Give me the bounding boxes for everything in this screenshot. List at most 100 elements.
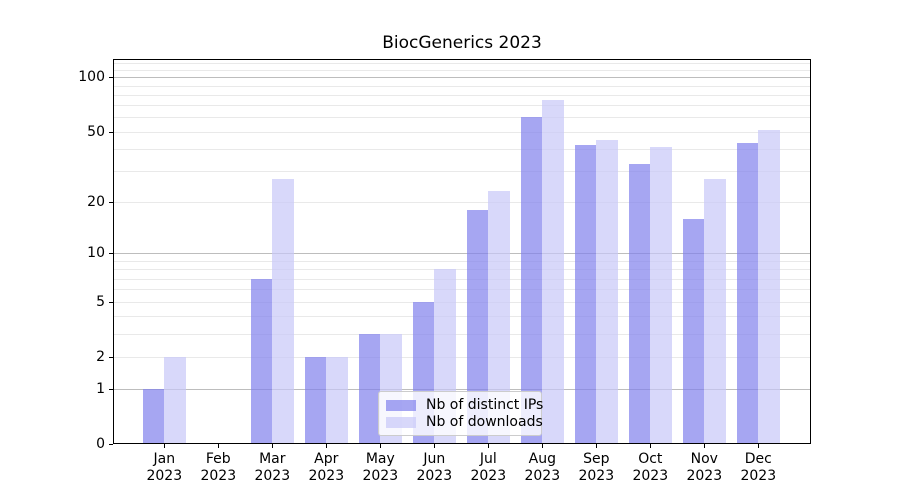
top-spine bbox=[113, 59, 811, 60]
x-tick-mark bbox=[380, 444, 382, 448]
x-tick-month: Sep bbox=[583, 451, 610, 467]
x-tick-month: Oct bbox=[638, 451, 663, 467]
bar-apr-downloads bbox=[326, 356, 348, 444]
legend-swatch-distinct-ips bbox=[386, 400, 416, 411]
bar-oct-downloads bbox=[650, 146, 672, 444]
bar-jan-distinct-ips bbox=[142, 388, 165, 444]
y-gridline-minor bbox=[113, 202, 811, 203]
y-gridline-minor bbox=[113, 316, 811, 318]
x-tick-year: 2023 bbox=[416, 468, 453, 484]
x-tick-year: 2023 bbox=[362, 468, 399, 484]
bar-sep-distinct-ips bbox=[574, 145, 597, 444]
x-tick-mark bbox=[164, 444, 166, 448]
y-tick-label: 1 bbox=[96, 380, 105, 397]
x-tick-mark bbox=[434, 444, 436, 448]
x-tick-month: Feb bbox=[205, 451, 231, 467]
x-tick-year: 2023 bbox=[686, 468, 723, 484]
bar-apr-distinct-ips bbox=[304, 356, 327, 444]
x-tick-month: Apr bbox=[314, 451, 339, 467]
x-tick-mark bbox=[596, 444, 598, 448]
x-tick-year: 2023 bbox=[308, 468, 345, 484]
y-gridline-minor bbox=[113, 94, 811, 96]
x-tick-mark bbox=[218, 444, 220, 448]
x-tick-month: Mar bbox=[259, 451, 286, 467]
y-tick-mark bbox=[109, 301, 113, 303]
right-spine bbox=[810, 59, 811, 444]
x-tick-mark bbox=[326, 444, 328, 448]
x-tick-label: Jun 2023 bbox=[405, 451, 463, 485]
x-tick-year: 2023 bbox=[146, 468, 183, 484]
y-gridline-major bbox=[113, 253, 811, 255]
legend-label-downloads: Nb of downloads bbox=[426, 414, 543, 430]
y-tick-mark bbox=[109, 77, 113, 79]
y-gridline-major bbox=[113, 388, 811, 390]
bar-jul-distinct-ips bbox=[466, 210, 489, 444]
x-tick-month: Jan bbox=[153, 451, 176, 467]
x-tick-year: 2023 bbox=[200, 468, 237, 484]
x-tick-label: Jul 2023 bbox=[459, 451, 517, 485]
bar-nov-downloads bbox=[704, 179, 726, 444]
legend-item-downloads: Nb of downloads bbox=[386, 414, 543, 431]
bar-mar-downloads bbox=[272, 179, 294, 444]
bar-may-distinct-ips bbox=[358, 333, 381, 444]
y-tick-mark bbox=[109, 444, 113, 445]
x-tick-mark bbox=[758, 444, 760, 448]
y-gridline-minor bbox=[113, 148, 811, 150]
bottom-spine bbox=[113, 443, 811, 444]
y-gridline-minor bbox=[113, 69, 811, 71]
gridlines-layer bbox=[113, 59, 811, 444]
chart-title: BiocGenerics 2023 bbox=[382, 33, 542, 53]
y-tick-label: 5 bbox=[96, 293, 105, 310]
x-tick-year: 2023 bbox=[254, 468, 291, 484]
y-gridline-minor bbox=[113, 105, 811, 107]
x-tick-mark bbox=[704, 444, 706, 448]
y-gridline-minor bbox=[113, 261, 811, 262]
bar-jan-downloads bbox=[164, 356, 186, 444]
y-tick-label: 100 bbox=[78, 69, 105, 86]
bar-oct-distinct-ips bbox=[628, 163, 651, 444]
x-tick-year: 2023 bbox=[632, 468, 669, 484]
x-tick-label: Apr 2023 bbox=[297, 451, 355, 485]
bar-jul-downloads bbox=[488, 191, 510, 444]
bar-aug-downloads bbox=[542, 99, 564, 444]
y-tick-mark bbox=[109, 253, 113, 255]
x-tick-month: Nov bbox=[690, 451, 718, 467]
y-tick-label: 20 bbox=[87, 194, 105, 210]
legend-item-distinct-ips: Nb of distinct IPs bbox=[386, 397, 543, 414]
bar-mar-distinct-ips bbox=[250, 278, 273, 444]
y-tick-mark bbox=[109, 131, 113, 133]
y-gridline-minor bbox=[113, 269, 811, 271]
y-tick-mark bbox=[109, 202, 113, 203]
x-tick-month: Jul bbox=[479, 451, 497, 467]
legend-label-distinct-ips: Nb of distinct IPs bbox=[426, 397, 544, 413]
bar-nov-distinct-ips bbox=[682, 218, 705, 444]
x-tick-mark bbox=[650, 444, 652, 448]
x-tick-label: Nov 2023 bbox=[675, 451, 733, 485]
x-tick-year: 2023 bbox=[524, 468, 561, 484]
y-gridline-major bbox=[113, 77, 811, 79]
bars-layer bbox=[113, 59, 811, 444]
y-gridline-minor bbox=[113, 289, 811, 291]
x-tick-month: Jun bbox=[423, 451, 446, 467]
y-gridline-minor bbox=[113, 131, 811, 133]
x-tick-year: 2023 bbox=[578, 468, 615, 484]
x-tick-mark bbox=[272, 444, 274, 448]
bar-dec-downloads bbox=[758, 130, 780, 444]
plot-area bbox=[113, 59, 811, 444]
x-tick-label: Dec 2023 bbox=[729, 451, 787, 485]
y-gridline-minor bbox=[113, 117, 811, 119]
x-tick-month: Aug bbox=[528, 451, 556, 467]
y-tick-mark bbox=[109, 356, 113, 358]
left-spine bbox=[113, 59, 114, 444]
legend: Nb of distinct IPs Nb of downloads bbox=[378, 391, 543, 436]
y-gridline-minor bbox=[113, 85, 811, 87]
legend-swatch-downloads bbox=[386, 417, 416, 428]
y-gridline-minor bbox=[113, 356, 811, 358]
x-tick-label: Feb 2023 bbox=[189, 451, 247, 485]
bar-sep-downloads bbox=[596, 139, 618, 444]
x-tick-label: Mar 2023 bbox=[243, 451, 301, 485]
x-tick-mark bbox=[488, 444, 490, 448]
x-tick-label: Aug 2023 bbox=[513, 451, 571, 485]
y-gridline-minor bbox=[113, 333, 811, 335]
